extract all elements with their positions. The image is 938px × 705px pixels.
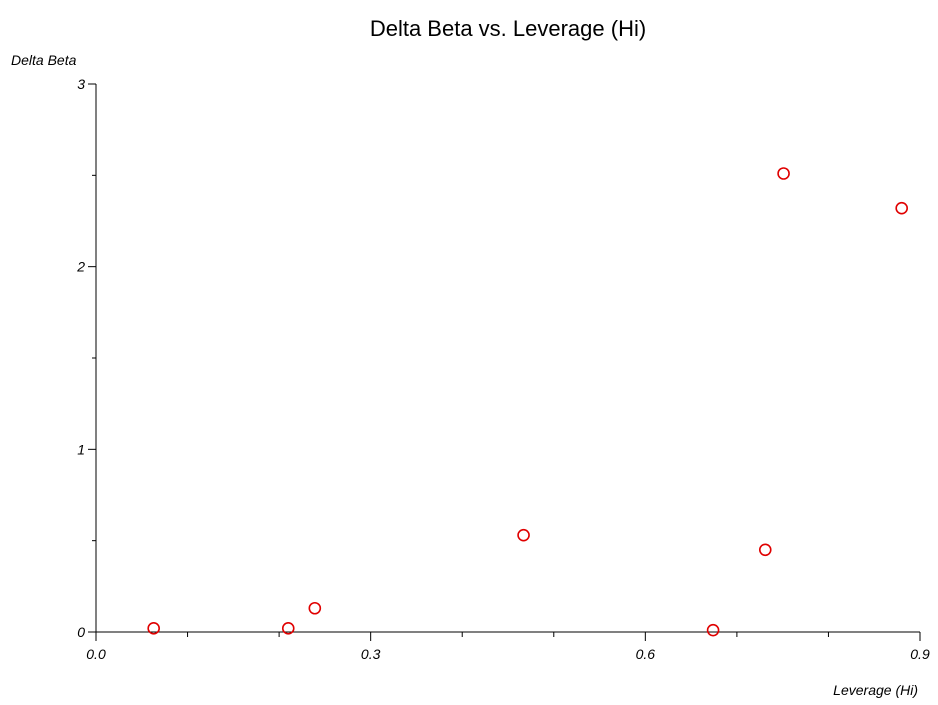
y-tick-label: 3 — [77, 76, 85, 92]
x-axis-title: Leverage (Hi) — [833, 682, 918, 698]
x-tick-label: 0.6 — [636, 646, 656, 662]
data-point — [895, 201, 908, 215]
points-layer — [147, 167, 908, 637]
y-axis-title: Delta Beta — [11, 52, 77, 68]
data-point — [758, 543, 772, 557]
data-point — [281, 622, 295, 635]
x-tick-label: 0.9 — [910, 646, 930, 662]
chart-title: Delta Beta vs. Leverage (Hi) — [370, 16, 646, 41]
ticks-layer — [88, 83, 921, 641]
data-point — [706, 623, 720, 637]
data-point — [308, 601, 322, 615]
y-tick-label: 2 — [76, 259, 85, 275]
data-point — [517, 528, 530, 542]
x-tick-label: 0.0 — [86, 646, 106, 662]
data-point — [777, 167, 790, 180]
tick-labels-layer: 0 1 2 3 0.0 0.3 0.6 0.9 — [76, 76, 930, 662]
y-tick-label: 1 — [77, 441, 85, 457]
x-tick-label: 0.3 — [361, 646, 381, 662]
y-tick-label: 0 — [77, 624, 85, 640]
data-point — [147, 622, 160, 635]
